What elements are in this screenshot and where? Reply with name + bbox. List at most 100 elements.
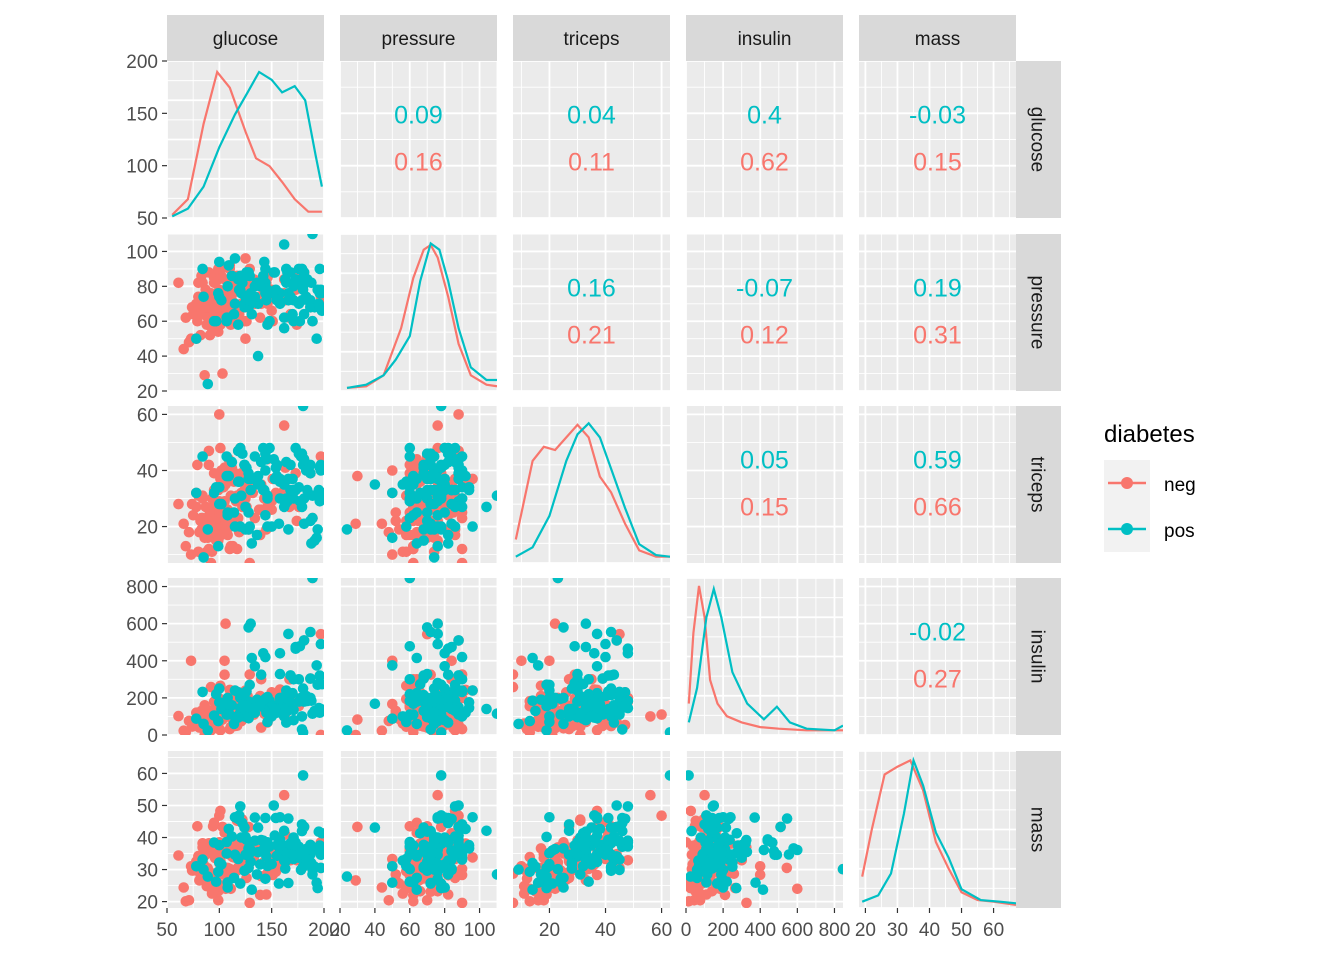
point-pos <box>762 835 773 846</box>
point-pos <box>499 648 510 659</box>
panel-triceps-mass <box>859 406 1016 563</box>
point-pos <box>404 496 416 507</box>
point-pos <box>305 626 316 638</box>
point-neg <box>215 724 226 735</box>
point-pos <box>686 825 697 837</box>
point-pos <box>749 812 760 823</box>
corr-neg-pressure-triceps: 0.21 <box>567 322 616 350</box>
point-pos <box>288 484 299 496</box>
strip-label: insulin <box>738 29 792 50</box>
point-pos <box>316 487 324 499</box>
density-curve-pos <box>861 756 1016 905</box>
point-pos <box>442 529 454 541</box>
point-pos <box>197 263 208 275</box>
point-pos <box>223 260 235 271</box>
x-tick-label: 600 <box>781 920 813 941</box>
point-pos <box>695 832 707 843</box>
point-neg <box>244 557 255 563</box>
point-pos <box>290 643 302 654</box>
point-pos <box>296 825 308 837</box>
strip-label: insulin <box>1027 630 1048 684</box>
point-neg <box>244 897 255 908</box>
point-neg <box>199 302 210 313</box>
strip-background <box>1016 578 1061 735</box>
point-pos <box>254 859 266 870</box>
x-axis-insulin: 0 200 400 600 800 <box>681 908 850 941</box>
point-pos <box>481 825 492 837</box>
point-pos <box>221 698 232 710</box>
x-tick-label: 20 <box>329 920 350 941</box>
point-pos <box>240 831 251 843</box>
corr-pos-pressure-mass: 0.19 <box>913 275 962 303</box>
point-pos <box>210 315 222 327</box>
point-pos <box>268 800 280 811</box>
strip-background <box>340 15 497 61</box>
point-neg <box>203 459 215 471</box>
point-pos <box>307 315 318 327</box>
point-neg <box>575 814 586 825</box>
point-neg <box>219 669 230 680</box>
point-neg <box>197 842 208 853</box>
point-pos <box>428 498 440 510</box>
point-pos <box>262 319 273 331</box>
point-pos <box>237 701 248 713</box>
point-pos <box>213 540 224 552</box>
point-pos <box>387 713 398 724</box>
point-pos <box>586 855 597 866</box>
point-pos <box>237 277 248 289</box>
point-pos <box>456 465 468 476</box>
point-neg <box>240 253 251 264</box>
point-pos <box>266 521 278 532</box>
point-pos <box>311 660 323 671</box>
point-neg <box>387 698 398 710</box>
point-pos <box>442 817 454 829</box>
scatter-pressure-vs-glucose <box>173 234 324 390</box>
point-pos <box>239 459 250 471</box>
point-pos <box>273 878 285 889</box>
point-pos <box>453 635 464 646</box>
point-neg <box>192 459 203 471</box>
y-tick-label: 40 <box>137 347 158 368</box>
point-pos <box>283 628 294 640</box>
point-pos <box>202 871 214 882</box>
point-pos <box>449 801 461 812</box>
point-pos <box>686 871 696 882</box>
point-neg <box>456 723 468 735</box>
point-neg <box>456 897 468 908</box>
corr-pos-triceps-mass: 0.59 <box>913 447 962 475</box>
point-pos <box>246 652 258 664</box>
point-pos <box>605 689 617 701</box>
gridlines <box>340 234 497 391</box>
scatter-mass-vs-pressure <box>341 770 497 908</box>
x-axis-triceps: 20 40 60 <box>539 908 672 941</box>
point-pos <box>246 884 258 895</box>
point-pos <box>404 641 416 652</box>
x-tick-label: 60 <box>399 920 420 941</box>
point-pos <box>341 871 353 882</box>
point-pos <box>432 693 444 705</box>
point-pos <box>439 648 451 659</box>
point-pos <box>421 622 433 633</box>
gridlines <box>686 61 843 218</box>
point-pos <box>210 688 222 700</box>
scatter-mass-vs-glucose <box>173 770 324 908</box>
point-neg <box>220 618 231 629</box>
point-neg <box>315 451 324 462</box>
point-pos <box>404 688 416 700</box>
point-pos <box>232 712 244 723</box>
panel-background <box>513 234 670 391</box>
gridlines <box>859 751 1016 908</box>
point-pos <box>269 473 281 485</box>
point-pos <box>316 828 324 839</box>
point-neg <box>397 546 409 558</box>
point-pos <box>246 538 258 549</box>
point-neg <box>254 312 266 324</box>
point-pos <box>589 648 600 659</box>
point-neg <box>178 725 189 735</box>
point-pos <box>315 862 324 874</box>
point-pos <box>721 876 733 887</box>
point-pos <box>664 727 670 735</box>
density-glucose <box>171 69 323 218</box>
point-pos <box>283 524 294 535</box>
point-pos <box>229 812 241 823</box>
